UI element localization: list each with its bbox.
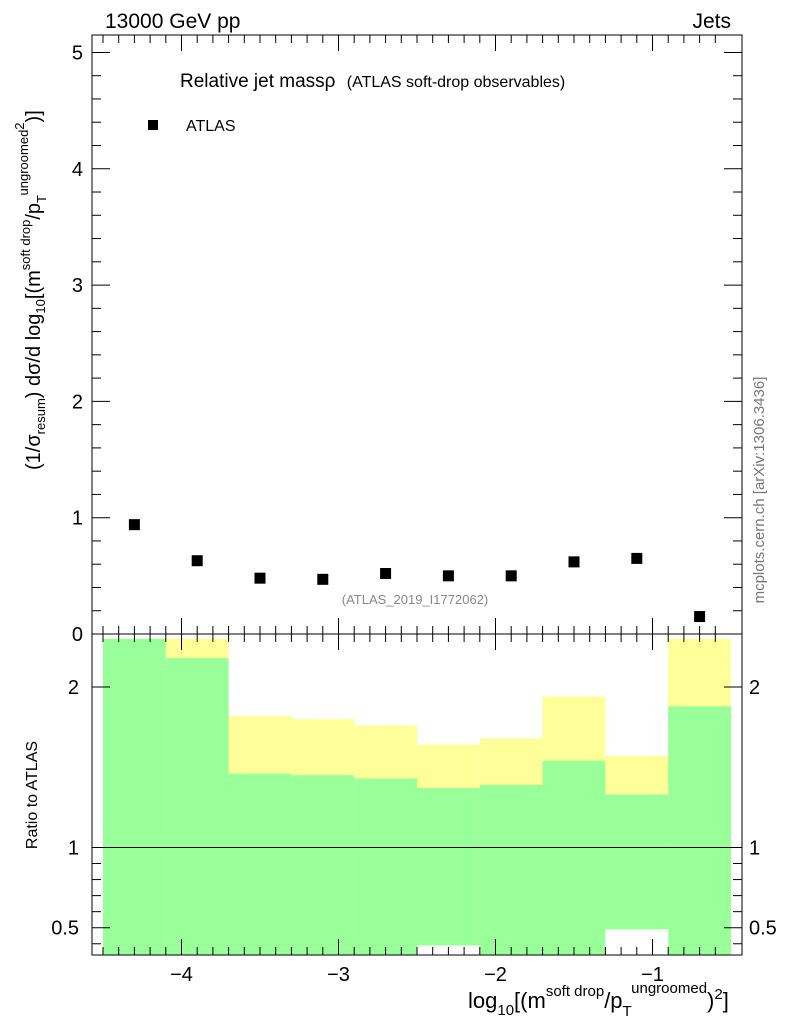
- analysis-id: (ATLAS_2019_I1772062): [342, 592, 488, 607]
- main-y-tick-label: 2: [72, 391, 83, 413]
- data-point: [191, 555, 203, 567]
- ratio-y-tick-label-right: 0.5: [749, 918, 777, 940]
- band-1-bin-7: [542, 760, 606, 955]
- band-1-bin-8: [605, 794, 669, 955]
- ratio-bands: [102, 638, 732, 955]
- band-1-bin-3: [291, 775, 355, 955]
- data-points: [128, 519, 706, 623]
- ratio-y-tick-label: 0.5: [51, 918, 79, 940]
- data-point: [317, 573, 329, 585]
- main-y-tick-label: 4: [72, 159, 83, 181]
- ratio-y-tick-label-right: 1: [749, 837, 760, 859]
- main-y-label: (1/σresum) dσ/d log10[(msoft drop/pTungr…: [12, 110, 49, 470]
- data-point: [568, 556, 580, 568]
- data-point: [380, 568, 392, 580]
- x-tick-label: −1: [641, 964, 664, 986]
- title-main: Relative jet massρ: [180, 71, 336, 92]
- ratio-y-tick-label-right: 2: [749, 677, 760, 699]
- x-tick-label: −4: [170, 964, 193, 986]
- title-sub: (ATLAS soft-drop observables): [347, 74, 565, 91]
- main-panel: 0 1 2 3 4 5 Relative jet massρ (ATLAS soft-dr…: [12, 34, 743, 646]
- data-point: [631, 552, 643, 564]
- band-1-bin-2: [228, 773, 292, 955]
- data-point: [128, 519, 140, 531]
- main-title: Relative jet massρ (ATLAS soft-drop obse…: [180, 71, 565, 92]
- legend-marker: [148, 120, 158, 130]
- main-x-ticks: [102, 35, 716, 634]
- ratio-y-label: Ratio to ATLAS: [24, 741, 41, 849]
- main-y-tick-label: 0: [72, 624, 83, 646]
- main-y-tick-label: 5: [72, 42, 83, 64]
- legend-label: ATLAS: [186, 118, 236, 135]
- data-point: [254, 572, 266, 584]
- band-1-bin-4: [354, 778, 417, 955]
- ratio-y-ticks: 0.5 0.5 1 1 2 2: [51, 677, 777, 945]
- ratio-x-ticks: −4 −3 −2 −1: [102, 634, 716, 986]
- energy-label: 13000 GeV pp: [105, 10, 240, 33]
- ratio-panel: 0.5 0.5 1 1 2 2 −4 −3 −2 −1 Ratio to ATLAS: [24, 633, 777, 986]
- data-point: [694, 611, 706, 623]
- x-tick-label: −3: [327, 964, 350, 986]
- band-1-bin-1: [165, 658, 229, 955]
- main-y-tick-label: 1: [72, 508, 83, 530]
- band-1-bin-0: [102, 638, 166, 955]
- ratio-y-tick-label: 1: [68, 837, 79, 859]
- main-y-tick-label: 3: [72, 275, 83, 297]
- data-point: [442, 570, 454, 582]
- band-1-bin-5: [417, 788, 480, 955]
- category-label: Jets: [692, 10, 731, 33]
- side-label: mcplots.cern.ch [arXiv:1306.3436]: [751, 377, 768, 604]
- x-tick-label: −2: [484, 964, 507, 986]
- main-y-ticks: 0 1 2 3 4 5: [72, 42, 742, 646]
- x-axis-label: log10[(msoft drop/pTungroomed)2]: [468, 980, 729, 1020]
- ratio-y-tick-label: 2: [68, 677, 79, 699]
- band-1-bin-6: [479, 784, 543, 955]
- data-point: [505, 570, 517, 582]
- band-1-bin-9: [668, 706, 732, 955]
